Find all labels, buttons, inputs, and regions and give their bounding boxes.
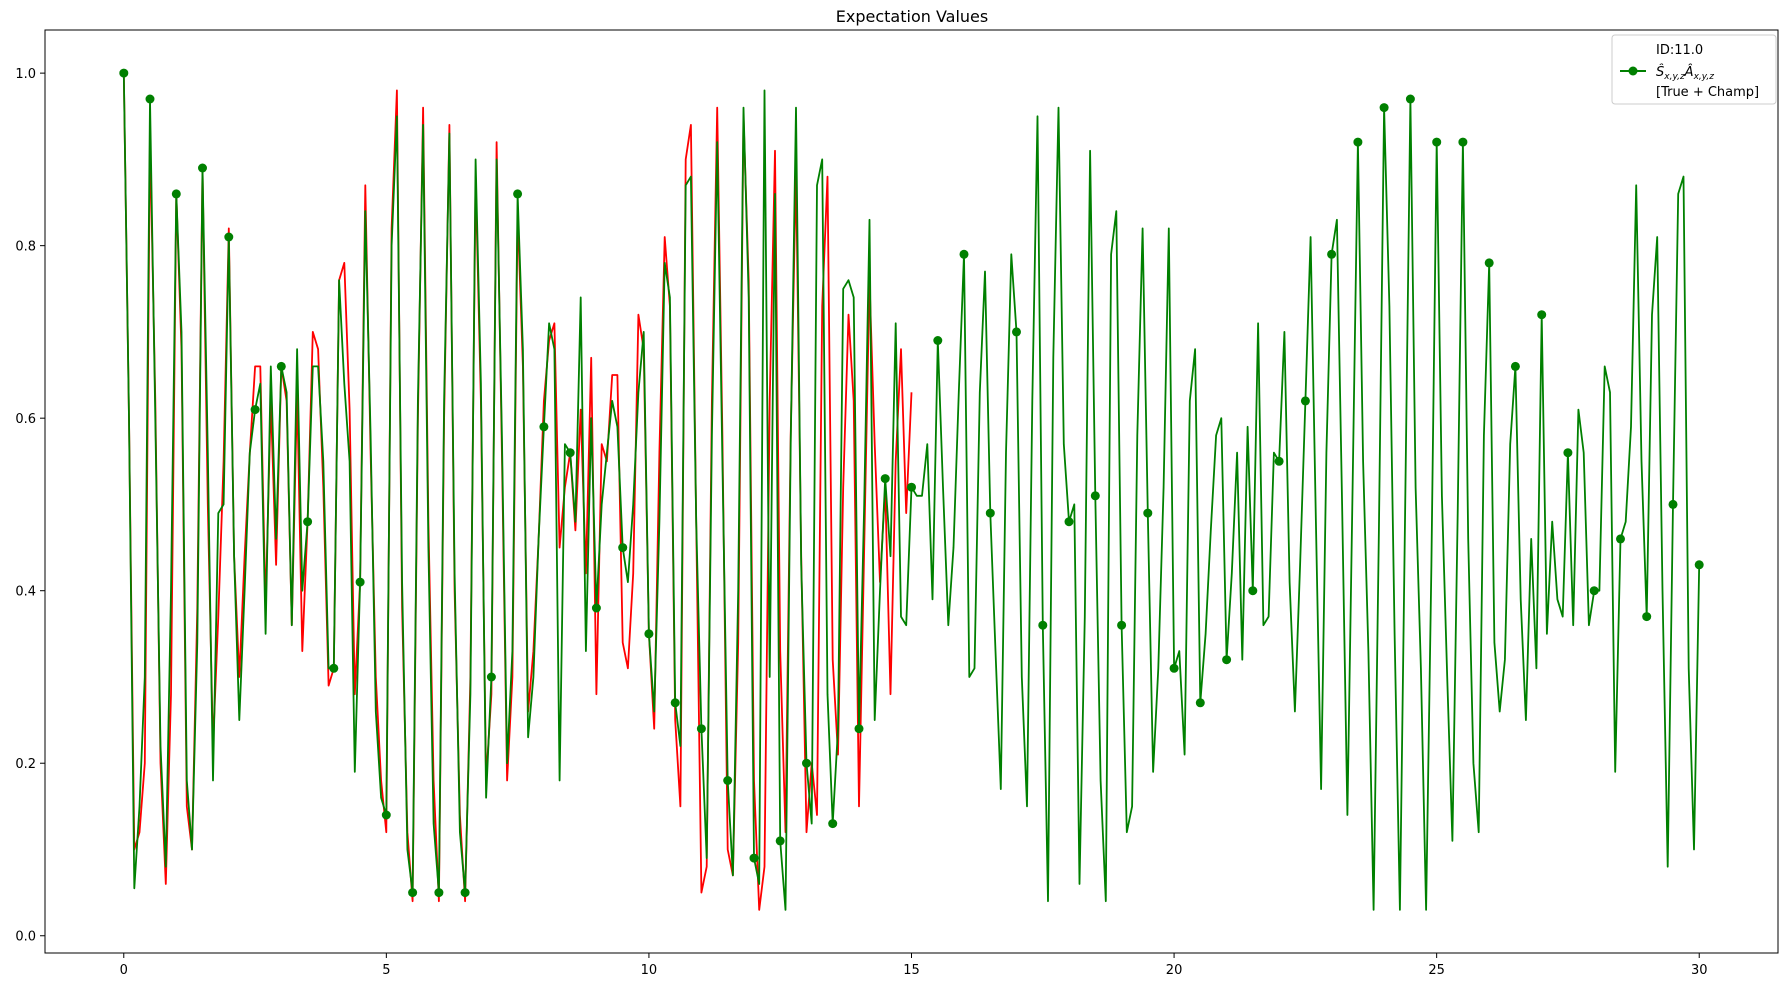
series-marker <box>460 888 470 898</box>
x-tick-label: 0 <box>120 963 128 978</box>
legend-title: ID:11.0 <box>1656 43 1703 58</box>
series-marker <box>1616 534 1625 544</box>
series-marker <box>355 577 365 587</box>
series-marker <box>1300 396 1310 406</box>
chart-title: Expectation Values <box>836 7 988 26</box>
series-marker <box>408 888 418 898</box>
series-markers <box>119 68 1704 898</box>
series-marker <box>565 448 575 458</box>
y-tick-label: 0.4 <box>15 585 36 600</box>
series-marker <box>1458 137 1468 147</box>
series-marker <box>880 474 890 484</box>
x-tick-label: 5 <box>382 963 390 978</box>
series-marker <box>1195 698 1205 708</box>
legend-label-sub-2: x,y,z <box>1693 72 1715 82</box>
x-axis: 0 5 10 15 20 25 30 <box>120 953 1708 978</box>
y-tick-label: 0.8 <box>15 240 36 255</box>
series-marker <box>618 543 628 553</box>
series-marker <box>434 888 444 898</box>
y-tick-label: 0.2 <box>15 757 36 772</box>
series-marker <box>171 189 181 199</box>
series-marker <box>224 232 234 242</box>
series-marker <box>1248 586 1258 596</box>
series-marker <box>1222 655 1232 665</box>
x-tick-label: 25 <box>1428 963 1445 978</box>
series-marker <box>959 249 969 259</box>
series-marker <box>1563 448 1573 458</box>
series-marker <box>644 629 654 639</box>
series-marker <box>1090 491 1100 501</box>
series-marker <box>1143 508 1153 518</box>
series-marker <box>1484 258 1494 268</box>
series-marker <box>854 724 864 734</box>
series-marker <box>1012 327 1021 337</box>
series-marker <box>1064 517 1074 527</box>
series-marker <box>1038 620 1048 630</box>
series-marker <box>1432 137 1442 147</box>
legend-label-s: Ŝ <box>1656 64 1664 80</box>
series-marker <box>1668 499 1678 509</box>
series-marker <box>723 776 733 785</box>
series-marker <box>119 68 129 78</box>
series-marker <box>933 336 943 345</box>
series-marker <box>1353 137 1363 147</box>
series-marker <box>1642 612 1652 622</box>
series-marker <box>1694 560 1704 570</box>
y-tick-label: 1.0 <box>15 67 36 82</box>
series-marker <box>802 758 811 768</box>
x-tick-label: 20 <box>1166 963 1183 978</box>
series-marker <box>696 724 706 734</box>
y-tick-label: 0.6 <box>15 412 36 427</box>
series-marker <box>749 853 759 863</box>
series-marker <box>513 189 523 199</box>
series-marker <box>670 698 680 708</box>
plot-area: 0 5 10 15 20 25 30 0.0 0.2 0.4 0.6 0.8 1.0 <box>15 29 1779 978</box>
series-marker <box>1589 586 1599 596</box>
series-marker <box>1537 310 1547 320</box>
series-marker <box>1117 620 1127 630</box>
x-tick-label: 10 <box>641 963 658 978</box>
series-marker <box>145 94 155 104</box>
legend-box <box>1611 34 1777 105</box>
legend-sublabel: [True + Champ] <box>1656 85 1759 100</box>
legend: ID:11.0 Ŝx,y,zÂx,y,z [True + Champ] <box>1611 34 1777 105</box>
series-marker <box>1169 663 1179 673</box>
series-marker <box>985 508 995 518</box>
series-marker <box>486 672 496 682</box>
series-marker <box>1379 103 1389 113</box>
x-tick-label: 15 <box>903 963 920 978</box>
series-marker <box>1510 361 1520 371</box>
series-marker <box>250 405 260 415</box>
legend-label-a: Â <box>1684 64 1694 80</box>
series-marker <box>907 482 916 492</box>
series-marker <box>539 422 549 432</box>
legend-label-sub-1: x,y,z <box>1663 72 1685 82</box>
series-marker <box>775 836 785 846</box>
y-tick-label: 0.0 <box>15 930 36 945</box>
x-tick-label: 30 <box>1691 963 1708 978</box>
series-marker <box>591 603 601 613</box>
series-marker <box>198 163 207 173</box>
legend-series-label: Ŝx,y,zÂx,y,z <box>1656 64 1714 82</box>
series-marker <box>1405 94 1415 104</box>
series-marker <box>381 810 391 820</box>
series-marker <box>303 517 313 527</box>
series-marker <box>828 819 838 829</box>
series-marker <box>276 361 286 371</box>
y-axis: 0.0 0.2 0.4 0.6 0.8 1.0 <box>15 67 45 945</box>
series-marker <box>329 663 339 673</box>
series-marker <box>1274 456 1284 466</box>
legend-marker-sample <box>1628 66 1638 76</box>
series-marker <box>1327 249 1337 259</box>
